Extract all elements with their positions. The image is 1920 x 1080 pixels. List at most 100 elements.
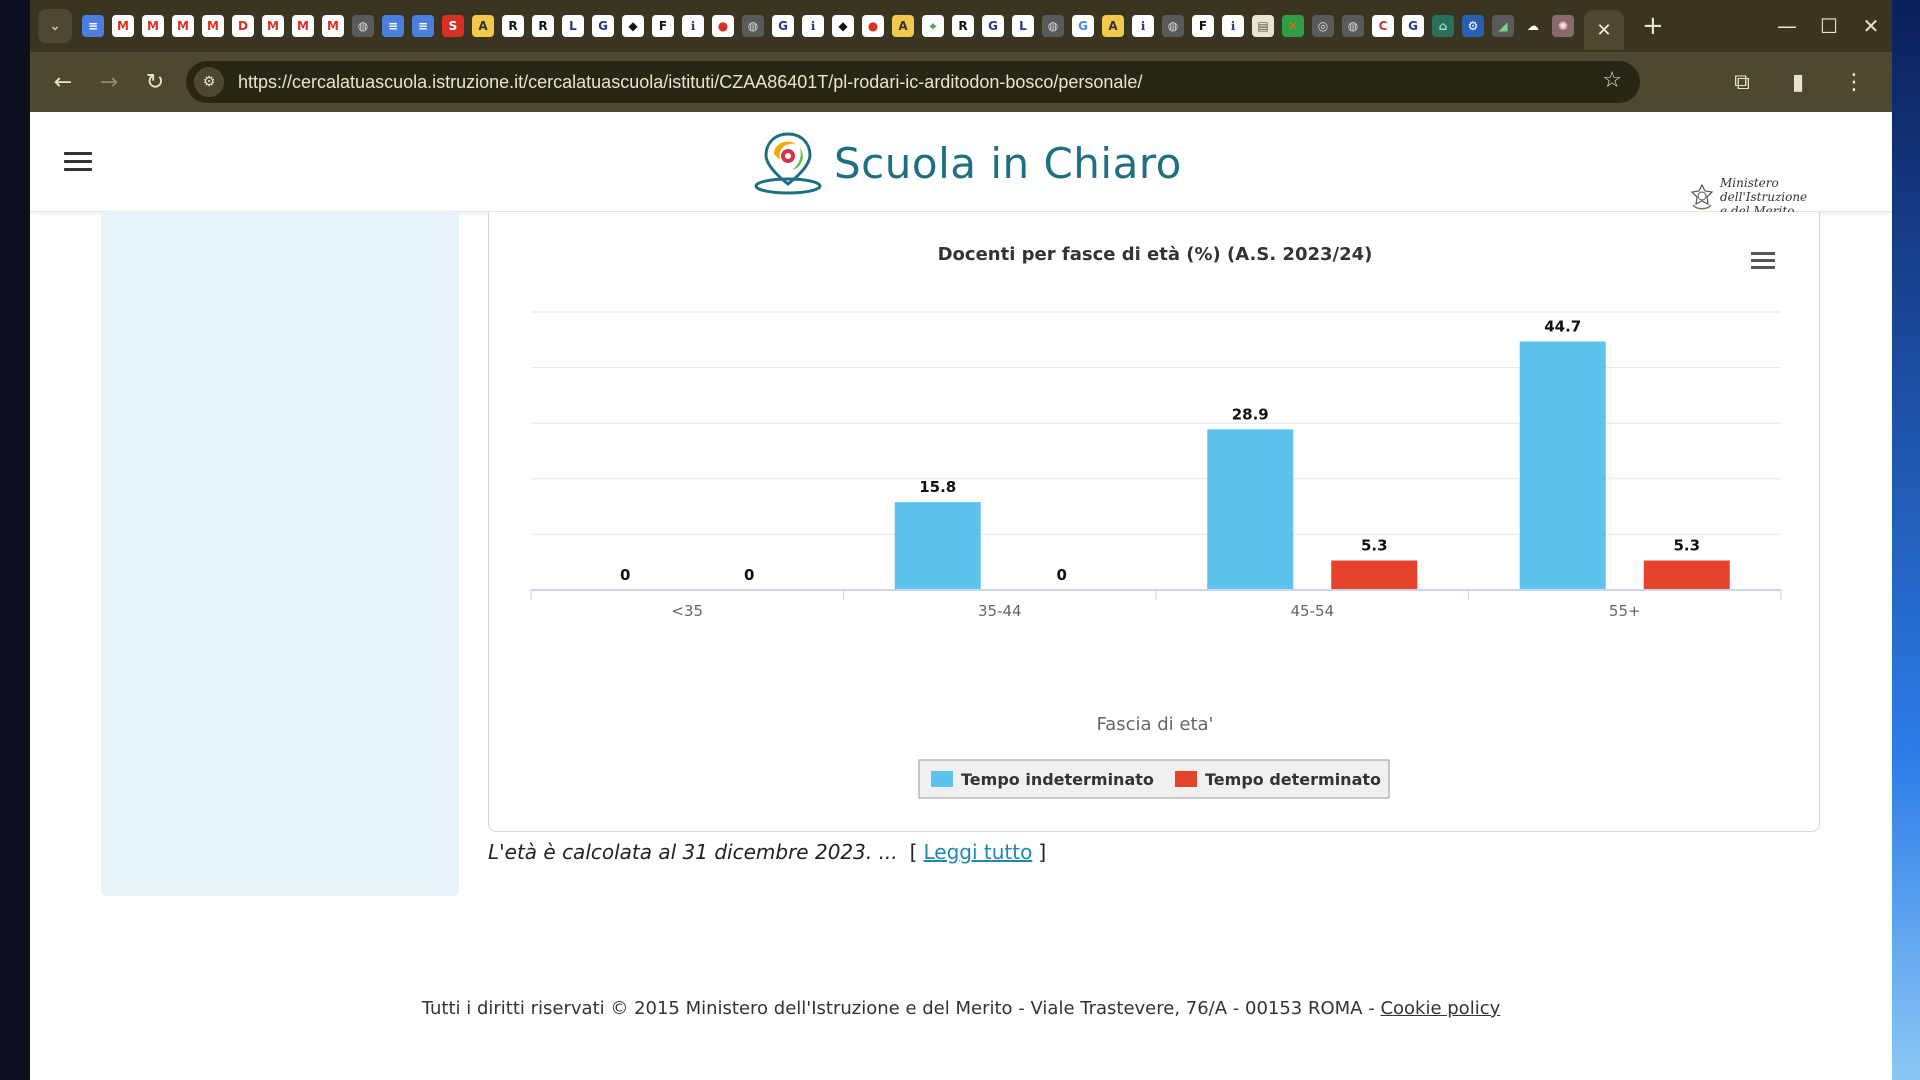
x-tick-label: 55+ (1609, 602, 1641, 620)
tab-favicon-20[interactable]: ℹ (682, 15, 704, 37)
tune-icon[interactable]: ⚙ (194, 67, 224, 97)
tab-favicon-19[interactable]: F (652, 15, 674, 37)
toolbar-actions: ⧉ ▮ ⋮ (1714, 52, 1882, 112)
bar-tempo-indeterminato-2[interactable] (1207, 429, 1294, 590)
data-label: 0 (620, 566, 630, 584)
tab-favicon-18[interactable]: ◆ (622, 15, 644, 37)
side-panel-icon[interactable]: ▮ (1791, 69, 1805, 95)
reload-icon[interactable]: ↻ (145, 69, 165, 95)
bar-tempo-indeterminato-1[interactable] (894, 502, 981, 590)
tab-favicon-16[interactable]: L (562, 15, 584, 37)
tab-favicon-13[interactable]: A (472, 15, 494, 37)
tab-favicon-38[interactable]: ℹ (1222, 15, 1244, 37)
address-bar[interactable]: ⚙ https://cercalatuascuola.istruzione.it… (186, 61, 1640, 103)
close-icon[interactable]: ✕ (1596, 19, 1612, 41)
browser-toolbar: ← → ↻ ⚙ https://cercalatuascuola.istruzi… (30, 52, 1892, 112)
tab-favicon-10[interactable]: ≡ (382, 15, 404, 37)
legend-swatch[interactable] (1175, 771, 1197, 787)
tab-favicon-25[interactable]: ◆ (832, 15, 854, 37)
tab-favicon-42[interactable]: ◍ (1342, 15, 1364, 37)
legend-item-label[interactable]: Tempo determinato (1205, 770, 1381, 789)
tab-favicon-28[interactable]: ⌖ (922, 15, 944, 37)
chart-title: Docenti per fasce di età (%) (A.S. 2023/… (938, 244, 1373, 265)
chart-legend: Tempo indeterminato Tempo determinato (918, 759, 1390, 799)
tab-favicon-45[interactable]: ⌂ (1432, 15, 1454, 37)
arrow-right-icon[interactable]: → (99, 69, 119, 95)
tab-favicon-15[interactable]: R (532, 15, 554, 37)
kebab-menu-icon[interactable]: ⋮ (1843, 69, 1865, 95)
tab-favicon-27[interactable]: A (892, 15, 914, 37)
tab-favicon-24[interactable]: ℹ (802, 15, 824, 37)
tab-favicon-23[interactable]: G (772, 15, 794, 37)
tab-favicon-32[interactable]: ◍ (1042, 15, 1064, 37)
age-note: L'età è calcolata al 31 dicembre 2023. .… (488, 840, 1046, 864)
read-more-link[interactable]: Leggi tutto (923, 840, 1033, 864)
tab-favicon-49[interactable]: ✺ (1552, 15, 1574, 37)
tab-favicon-1[interactable]: M (112, 15, 134, 37)
tab-favicon-5[interactable]: D (232, 15, 254, 37)
tab-favicon-21[interactable]: ● (712, 15, 734, 37)
site-logo[interactable]: Scuola in Chiaro (752, 130, 1182, 196)
chart-bars (894, 341, 1730, 590)
tab-favicon-12[interactable]: S (442, 15, 464, 37)
legend-item-label[interactable]: Tempo indeterminato (961, 770, 1154, 789)
star-icon[interactable]: ☆ (1602, 68, 1622, 93)
sidebar-panel (101, 212, 459, 896)
desktop-wallpaper (1892, 0, 1920, 1080)
tab-favicon-34[interactable]: A (1102, 15, 1124, 37)
x-tick-label: 45-54 (1290, 602, 1334, 620)
tab-favicon-17[interactable]: G (592, 15, 614, 37)
tab-favicon-14[interactable]: R (502, 15, 524, 37)
tab-favicon-22[interactable]: ◍ (742, 15, 764, 37)
tab-favicon-11[interactable]: ≡ (412, 15, 434, 37)
tab-favicon-2[interactable]: M (142, 15, 164, 37)
minimize-icon[interactable]: — (1777, 14, 1797, 38)
tab-favicon-33[interactable]: G (1072, 15, 1094, 37)
url-text[interactable]: https://cercalatuascuola.istruzione.it/c… (238, 71, 1143, 92)
tab-favicon-8[interactable]: M (322, 15, 344, 37)
tab-favicon-37[interactable]: F (1192, 15, 1214, 37)
tab-favicon-36[interactable]: ◍ (1162, 15, 1184, 37)
chart-export-menu-icon[interactable] (1751, 252, 1775, 273)
tab-favicon-47[interactable]: ◢ (1492, 15, 1514, 37)
tab-favicon-41[interactable]: ◎ (1312, 15, 1334, 37)
chart-data-labels: 0 0 15.8 0 28.9 5.3 44.7 5.3 (620, 317, 1700, 584)
hamburger-menu-icon[interactable] (64, 152, 92, 176)
plus-icon[interactable]: + (1642, 11, 1664, 41)
tab-favicon-46[interactable]: ⚙ (1462, 15, 1484, 37)
bar-tempo-indeterminato-3[interactable] (1519, 341, 1606, 590)
legend-swatch[interactable] (931, 771, 953, 787)
tab-favicon-29[interactable]: R (952, 15, 974, 37)
logo-text: Scuola in Chiaro (834, 138, 1182, 188)
puzzle-icon[interactable]: ⧉ (1734, 69, 1750, 95)
web-page: Scuola in Chiaro Ministero dell'Istruzio… (30, 112, 1892, 1080)
tab-favicon-35[interactable]: ℹ (1132, 15, 1154, 37)
tab-favicon-31[interactable]: L (1012, 15, 1034, 37)
data-label: 5.3 (1673, 537, 1700, 555)
tab-favicon-40[interactable]: ✕ (1282, 15, 1304, 37)
tab-favicon-43[interactable]: C (1372, 15, 1394, 37)
data-label: 44.7 (1544, 317, 1581, 335)
tab-favicon-9[interactable]: ◍ (352, 15, 374, 37)
tab-favicon-48[interactable]: ☁ (1522, 15, 1544, 37)
tab-favicon-44[interactable]: G (1402, 15, 1424, 37)
chevron-down-icon[interactable]: ⌄ (38, 9, 72, 43)
tab-favicon-4[interactable]: M (202, 15, 224, 37)
tab-favicon-7[interactable]: M (292, 15, 314, 37)
tab-favicon-3[interactable]: M (172, 15, 194, 37)
active-tab[interactable]: ✕ (1584, 10, 1624, 50)
tab-favicon-0[interactable]: ≡ (82, 15, 104, 37)
maximize-icon[interactable]: ☐ (1820, 14, 1838, 38)
close-window-icon[interactable]: ✕ (1862, 14, 1880, 38)
tab-favicon-26[interactable]: ● (862, 15, 884, 37)
bar-tempo-determinato-2[interactable] (1331, 560, 1418, 590)
tab-favicon-6[interactable]: M (262, 15, 284, 37)
bar-tempo-determinato-3[interactable] (1643, 560, 1730, 590)
tab-favicon-30[interactable]: G (982, 15, 1004, 37)
arrow-left-icon[interactable]: ← (53, 69, 73, 95)
tab-favicon-39[interactable]: ▤ (1252, 15, 1274, 37)
x-axis-title: Fascia di eta' (1096, 714, 1213, 735)
cookie-policy-link[interactable]: Cookie policy (1380, 998, 1501, 1019)
legend-box (918, 759, 1390, 799)
